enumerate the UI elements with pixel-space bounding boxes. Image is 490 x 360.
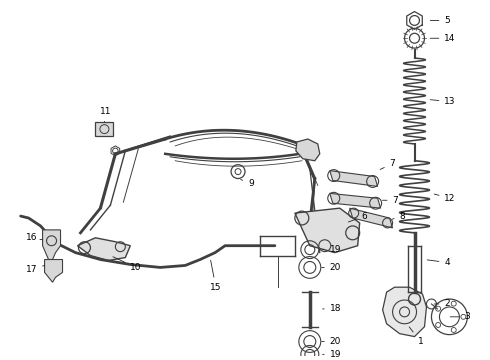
Text: 15: 15 xyxy=(210,260,221,292)
Polygon shape xyxy=(295,208,360,253)
Text: 19: 19 xyxy=(322,245,341,254)
Text: 20: 20 xyxy=(322,263,341,272)
Text: 7: 7 xyxy=(382,196,398,205)
Polygon shape xyxy=(77,238,130,261)
Polygon shape xyxy=(330,171,378,186)
Text: 1: 1 xyxy=(409,327,423,346)
Polygon shape xyxy=(296,139,320,161)
Text: 11: 11 xyxy=(100,107,112,122)
Text: 18: 18 xyxy=(322,305,341,314)
Text: 6: 6 xyxy=(348,212,368,222)
Text: 7: 7 xyxy=(380,159,395,170)
Polygon shape xyxy=(350,208,392,228)
Polygon shape xyxy=(383,287,426,337)
Text: 20: 20 xyxy=(322,337,341,346)
Polygon shape xyxy=(45,260,63,282)
Text: 12: 12 xyxy=(434,194,456,203)
Text: 4: 4 xyxy=(427,258,450,267)
Text: 14: 14 xyxy=(430,34,456,43)
Text: 16: 16 xyxy=(25,233,43,242)
Text: 10: 10 xyxy=(113,257,142,272)
Polygon shape xyxy=(330,193,381,208)
Text: 2: 2 xyxy=(434,300,450,309)
Text: 8: 8 xyxy=(392,212,405,221)
FancyBboxPatch shape xyxy=(96,122,113,136)
Polygon shape xyxy=(43,230,61,260)
Text: 5: 5 xyxy=(430,16,450,25)
Text: 9: 9 xyxy=(241,179,254,188)
Text: 13: 13 xyxy=(430,97,456,106)
Text: 17: 17 xyxy=(25,265,45,274)
Text: 3: 3 xyxy=(450,312,470,321)
Text: 19: 19 xyxy=(322,350,341,359)
